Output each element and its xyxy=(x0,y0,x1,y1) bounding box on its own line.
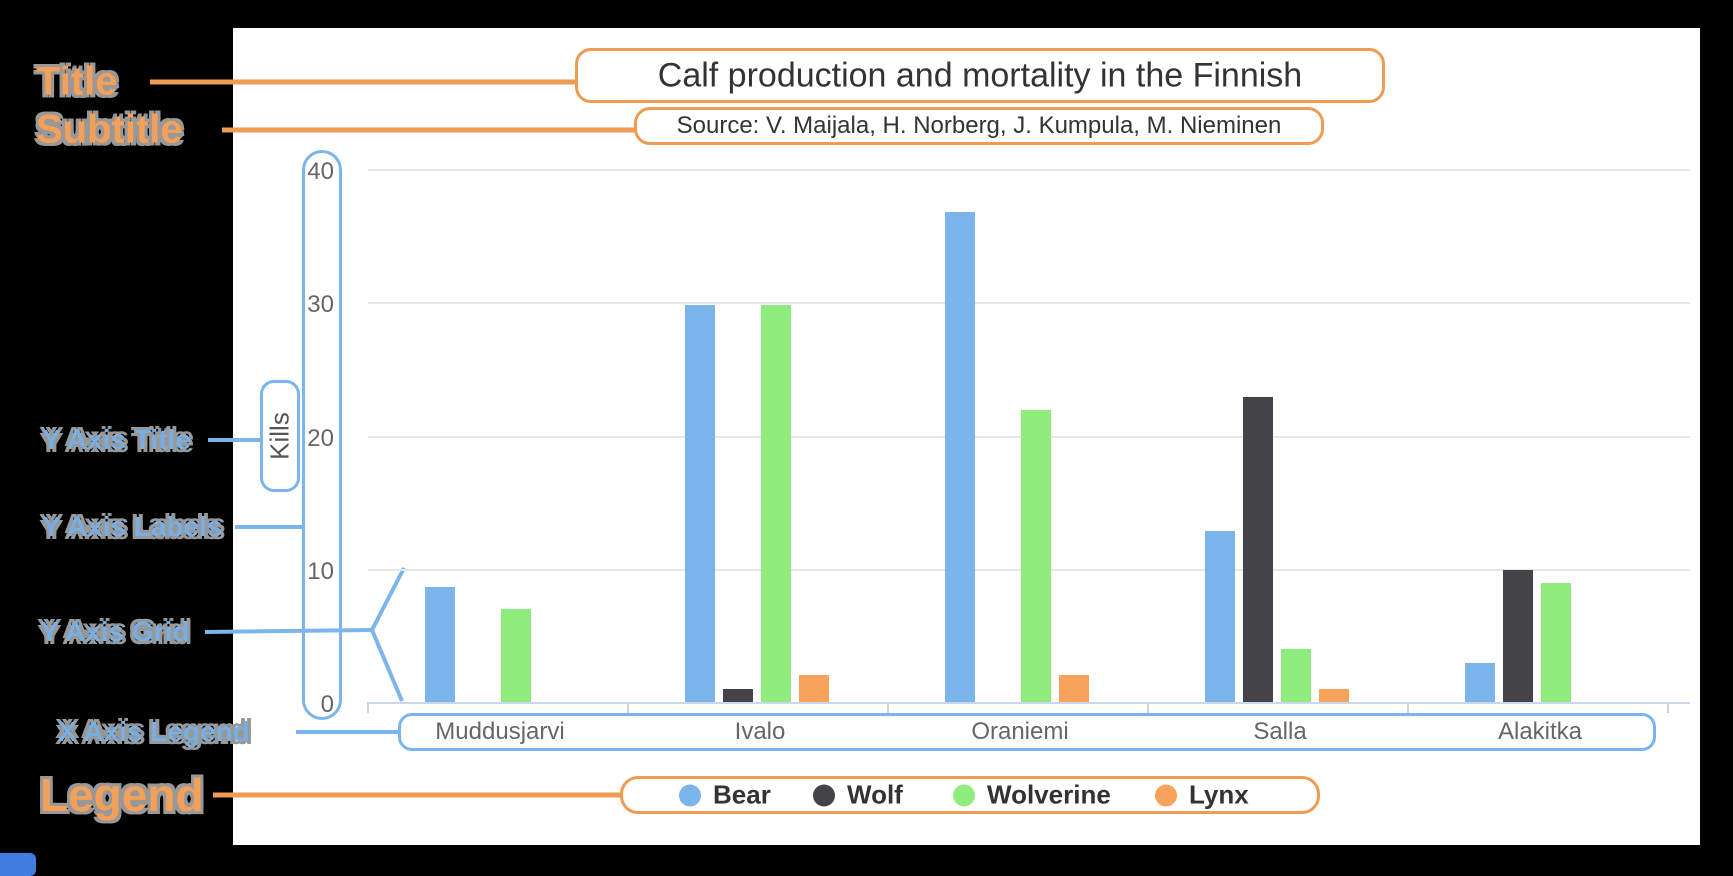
bar-wolf-ivalo[interactable] xyxy=(723,688,753,702)
y-axis-title-box: Kills xyxy=(260,380,300,492)
legend-label-lynx: Lynx xyxy=(1189,779,1249,810)
y-axis-label-30: 30 xyxy=(307,291,334,319)
legend-marker-lynx-icon xyxy=(1155,784,1177,806)
bar-bear-muddusjarvi[interactable] xyxy=(425,587,455,702)
legend-marker-wolverine-icon xyxy=(953,784,975,806)
callout-y-axis-labels: Y Axis Labels xyxy=(42,511,223,542)
y-axis-label-10: 10 xyxy=(307,557,334,585)
x-axis-label-ivalo: Ivalo xyxy=(734,718,786,745)
callout-legend: Legend xyxy=(40,769,204,821)
x-axis-label-salla: Salla xyxy=(1253,718,1307,745)
legend-label-wolf: Wolf xyxy=(847,779,903,810)
chart-subtitle: Source: V. Maijala, H. Norberg, J. Kumpu… xyxy=(676,112,1282,139)
x-axis-legend-box: Muddusjarvi Ivalo Oraniemi Salla Alakitka xyxy=(398,713,1656,751)
bar-lynx-ivalo[interactable] xyxy=(799,675,829,702)
x-axis-tick xyxy=(1667,702,1669,713)
x-axis-line xyxy=(367,702,1690,704)
bar-wolverine-muddusjarvi[interactable] xyxy=(501,608,531,702)
callout-y-axis-grid: Y Axis Grid xyxy=(40,616,190,647)
legend-label-bear: Bear xyxy=(713,779,771,810)
x-axis-tick xyxy=(1147,702,1149,713)
x-axis-tick xyxy=(887,702,889,713)
legend-marker-wolf-icon xyxy=(813,784,835,806)
chart-subtitle-box: Source: V. Maijala, H. Norberg, J. Kumpu… xyxy=(634,107,1324,145)
chart-title: Calf production and mortality in the Fin… xyxy=(657,56,1303,94)
bar-wolf-alakitka[interactable] xyxy=(1503,570,1533,702)
bar-bear-alakitka[interactable] xyxy=(1465,663,1495,702)
legend-item-wolverine[interactable]: Wolverine xyxy=(953,780,1111,811)
callout-title: Title xyxy=(36,59,118,104)
bar-lynx-oraniemi[interactable] xyxy=(1059,675,1089,702)
y-axis-labels: 0 10 20 30 40 xyxy=(305,153,339,718)
callout-subtitle: Subtitle xyxy=(36,107,183,152)
y-axis-label-40: 40 xyxy=(307,158,334,185)
callout-x-axis-legend: X Axis Legend xyxy=(58,716,250,747)
bar-wolverine-ivalo[interactable] xyxy=(761,304,791,702)
legend-box: Bear Wolf Wolverine Lynx xyxy=(620,776,1320,814)
y-axis-title: Kills xyxy=(264,412,295,460)
bar-lynx-salla[interactable] xyxy=(1319,688,1349,702)
x-axis-label-muddusjarvi: Muddusjarvi xyxy=(435,718,565,745)
x-axis-label-oraniemi: Oraniemi xyxy=(971,718,1069,745)
bottom-left-blue-artifact xyxy=(0,853,36,876)
x-axis-tick xyxy=(367,702,369,713)
bar-wolf-salla[interactable] xyxy=(1243,396,1273,702)
y-axis-labels-box: 0 10 20 30 40 xyxy=(302,150,342,720)
legend-item-wolf[interactable]: Wolf xyxy=(813,780,903,811)
y-axis-label-20: 20 xyxy=(307,424,334,452)
legend-marker-bear-icon xyxy=(679,784,701,806)
y-axis-label-0: 0 xyxy=(320,691,334,718)
x-axis-tick xyxy=(1407,702,1409,713)
callout-y-axis-title: Y Axis Title xyxy=(42,424,191,455)
legend-label-wolverine: Wolverine xyxy=(987,779,1111,810)
legend: Bear Wolf Wolverine Lynx xyxy=(623,779,1317,811)
x-axis-tick xyxy=(627,702,629,713)
legend-item-lynx[interactable]: Lynx xyxy=(1155,780,1249,811)
x-axis-category-labels: Muddusjarvi Ivalo Oraniemi Salla Alakitka xyxy=(401,716,1653,748)
bar-bear-oraniemi[interactable] xyxy=(945,211,975,702)
gridline-y-40 xyxy=(368,169,1690,171)
bar-wolverine-oraniemi[interactable] xyxy=(1021,410,1051,702)
x-axis-label-alakitka: Alakitka xyxy=(1497,718,1583,745)
legend-item-bear[interactable]: Bear xyxy=(679,780,771,811)
bar-wolverine-salla[interactable] xyxy=(1281,648,1311,702)
bar-bear-salla[interactable] xyxy=(1205,531,1235,702)
bar-bear-ivalo[interactable] xyxy=(685,304,715,702)
gridline-y-30 xyxy=(368,302,1690,305)
chart-title-box: Calf production and mortality in the Fin… xyxy=(575,48,1385,103)
bar-wolverine-alakitka[interactable] xyxy=(1541,583,1571,702)
